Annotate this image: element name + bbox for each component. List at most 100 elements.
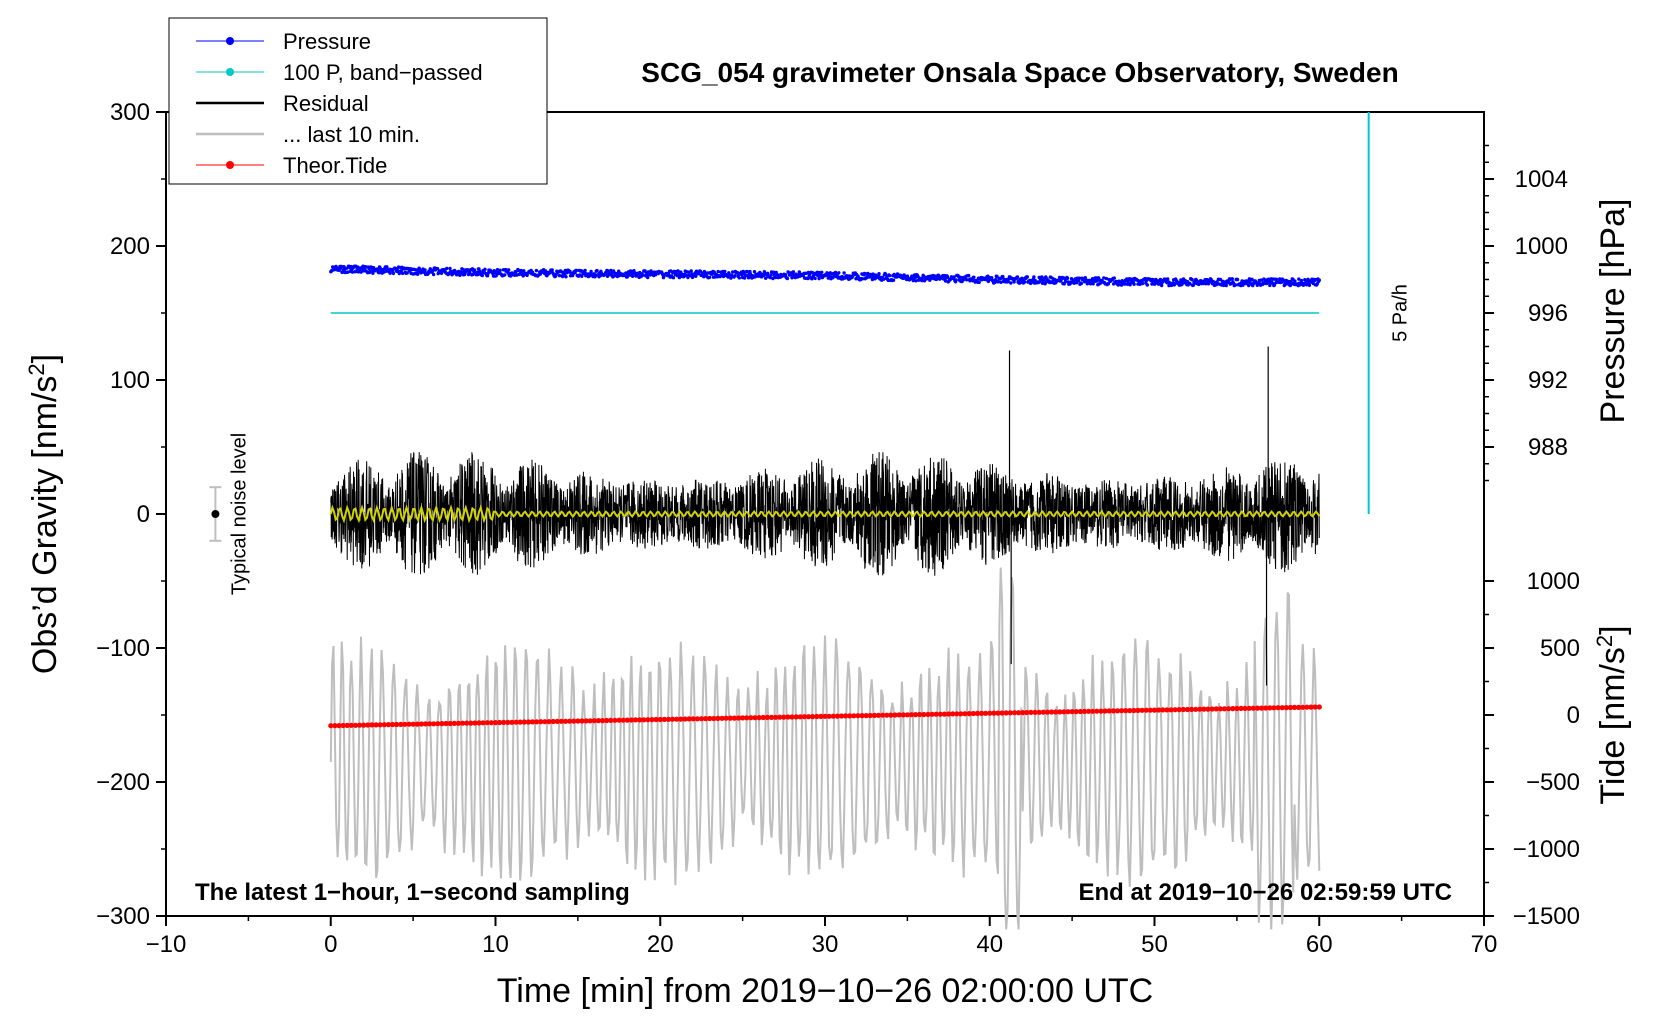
pressure-point bbox=[883, 272, 888, 277]
tide-point bbox=[686, 716, 692, 722]
tide-point bbox=[888, 712, 894, 718]
pressure-point bbox=[1247, 283, 1251, 288]
tide-point bbox=[797, 714, 803, 720]
tide-point bbox=[847, 713, 853, 719]
pressure-point bbox=[423, 268, 427, 272]
pressure-point bbox=[646, 270, 651, 274]
pressure-point bbox=[816, 273, 820, 278]
tide-point bbox=[513, 719, 519, 725]
pressure-point bbox=[1079, 281, 1084, 286]
pressure-point bbox=[375, 267, 380, 272]
pressure-point bbox=[1180, 282, 1184, 286]
tide-point bbox=[439, 721, 445, 727]
tide-point bbox=[361, 722, 367, 728]
tide-point bbox=[530, 719, 536, 725]
pressure-point bbox=[813, 276, 817, 281]
tide-tick-label: 0 bbox=[1567, 702, 1580, 729]
pressure-point bbox=[977, 280, 981, 284]
tide-point bbox=[637, 717, 643, 723]
tide-point bbox=[954, 711, 960, 717]
tide-point bbox=[1073, 709, 1079, 715]
tide-point bbox=[1205, 706, 1211, 712]
pressure-point bbox=[877, 272, 881, 276]
pressure-point bbox=[1160, 283, 1164, 288]
tide-axis-ticks: 1000 500 0 −500 −1000 −1500 bbox=[1484, 568, 1580, 930]
noise-indicator bbox=[209, 486, 222, 542]
tide-point bbox=[1040, 709, 1046, 715]
pressure-point bbox=[435, 267, 440, 271]
tide-point bbox=[501, 719, 507, 726]
y-axis-title-text: Obs’d Gravity [nm/s bbox=[26, 376, 64, 675]
tide-point bbox=[843, 713, 849, 719]
pressure-point bbox=[391, 271, 396, 276]
legend-marker bbox=[226, 37, 234, 45]
pressure-point bbox=[797, 270, 801, 274]
pressure-point bbox=[746, 276, 751, 280]
tide-point bbox=[1127, 708, 1133, 714]
tide-point bbox=[431, 721, 437, 727]
tide-point bbox=[826, 713, 832, 719]
pressure-point bbox=[785, 276, 790, 281]
tide-point bbox=[385, 722, 391, 728]
pressure-point bbox=[346, 270, 350, 274]
pressure-point bbox=[439, 271, 444, 275]
tide-point bbox=[958, 711, 964, 717]
tide-point bbox=[756, 715, 762, 721]
tide-point bbox=[460, 720, 466, 726]
pressure-point bbox=[1012, 280, 1016, 284]
tide-point bbox=[443, 720, 449, 727]
tide-point bbox=[735, 715, 742, 721]
pressure-point bbox=[1293, 279, 1297, 283]
pressure-point bbox=[1069, 277, 1074, 281]
tide-point bbox=[406, 721, 412, 727]
tide-point bbox=[987, 710, 993, 716]
tide-point bbox=[1226, 706, 1232, 712]
pressure-point bbox=[448, 266, 452, 271]
tide-point bbox=[748, 715, 754, 721]
tide-point bbox=[1156, 707, 1162, 713]
pressure-point bbox=[1065, 276, 1070, 280]
tide-point bbox=[925, 711, 931, 718]
y-tick-label: 300 bbox=[110, 99, 150, 126]
tide-point bbox=[661, 716, 668, 723]
tide-point bbox=[1291, 704, 1298, 711]
tide-point bbox=[917, 711, 923, 718]
y-axis-title-end: ] bbox=[26, 354, 64, 363]
tide-point bbox=[492, 720, 499, 726]
tide-point bbox=[1048, 709, 1055, 715]
pressure-point bbox=[1088, 282, 1093, 286]
tide-point bbox=[1300, 704, 1306, 710]
footer-right-note: End at 2019−10−26 02:59:59 UTC bbox=[1078, 879, 1452, 906]
tide-point bbox=[1201, 706, 1207, 712]
band-passed-residual-line bbox=[329, 504, 1321, 524]
tide-point bbox=[641, 717, 647, 723]
x-tick-label: 60 bbox=[1306, 931, 1333, 958]
tide-point bbox=[1230, 706, 1236, 712]
pressure-point bbox=[507, 268, 511, 272]
tide-point bbox=[567, 718, 573, 724]
pressure-point bbox=[388, 271, 392, 275]
tide-point bbox=[698, 716, 705, 722]
pressure-point bbox=[646, 275, 650, 280]
pressure-point bbox=[574, 268, 579, 273]
pressure-point bbox=[972, 275, 976, 279]
pressure-point bbox=[996, 280, 1000, 284]
tide-point bbox=[731, 715, 738, 721]
pressure-point bbox=[356, 265, 360, 269]
pressure-point bbox=[476, 272, 480, 277]
y-axis-ticks: 300 200 100 0 −100 −200 −300 bbox=[96, 99, 166, 930]
pressure-point bbox=[935, 276, 939, 281]
tide-point bbox=[773, 714, 779, 720]
pressure-point bbox=[671, 276, 676, 280]
pressure-point bbox=[967, 273, 971, 278]
tide-point bbox=[394, 721, 400, 728]
pressure-point bbox=[458, 273, 462, 277]
x-axis-title: Time [min] from 2019−10−26 02:00:00 UTC bbox=[497, 972, 1153, 1010]
legend-label: Theor.Tide bbox=[283, 153, 387, 178]
tide-point bbox=[546, 719, 552, 725]
tide-point bbox=[558, 718, 565, 724]
pressure-point bbox=[1278, 277, 1282, 281]
tide-point bbox=[921, 711, 927, 718]
tide-point bbox=[764, 714, 770, 721]
pressure-point bbox=[769, 273, 773, 277]
